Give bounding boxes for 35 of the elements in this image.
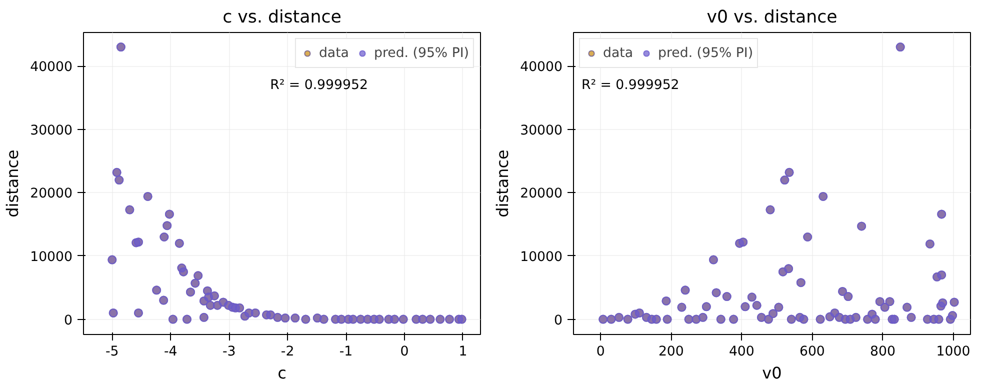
legend-label: pred. (95% PI) [658,46,754,60]
y-tick-label: 20000 [30,186,73,202]
annotation: R² = 0.999952 [581,78,680,93]
x-tick-label: 800 [870,344,896,360]
x-tick-label: 600 [799,344,825,360]
legend-label: pred. (95% PI) [374,46,469,60]
y-axis-title: distance [493,150,512,218]
x-tick-label: 0 [596,344,605,360]
y-tick-label: 40000 [30,60,73,76]
legend-label: data [603,46,634,60]
x-tick-label: 1 [458,344,468,360]
x-tick-label: -1 [339,344,353,360]
x-tick-label: -3 [222,344,236,360]
chart-title: c vs. distance [222,8,342,28]
annotation: R² = 0.999952 [270,78,368,93]
x-axis-title: c [278,364,286,382]
x-tick-label: -4 [164,344,178,360]
chart-title: v0 vs. distance [706,8,838,28]
x-tick-label: -2 [280,344,294,360]
x-axis-title: v0 [762,364,782,382]
y-tick-label: 30000 [30,123,73,138]
x-tick-label: 1000 [936,344,970,360]
legend-label: data [318,46,349,60]
x-tick-label: -5 [106,344,119,360]
y-axis-title: distance [3,150,22,218]
y-tick-label: 10000 [30,250,73,265]
x-tick-label: 0 [400,344,409,360]
y-tick-label: 30000 [520,123,563,138]
y-tick-label: 40000 [520,60,563,76]
x-tick-label: 400 [728,344,754,360]
y-tick-label: 10000 [520,250,563,265]
y-tick-label: 0 [554,313,563,328]
x-tick-label: 200 [658,344,684,360]
y-tick-label: 20000 [520,186,563,202]
y-tick-label: 0 [64,313,73,328]
